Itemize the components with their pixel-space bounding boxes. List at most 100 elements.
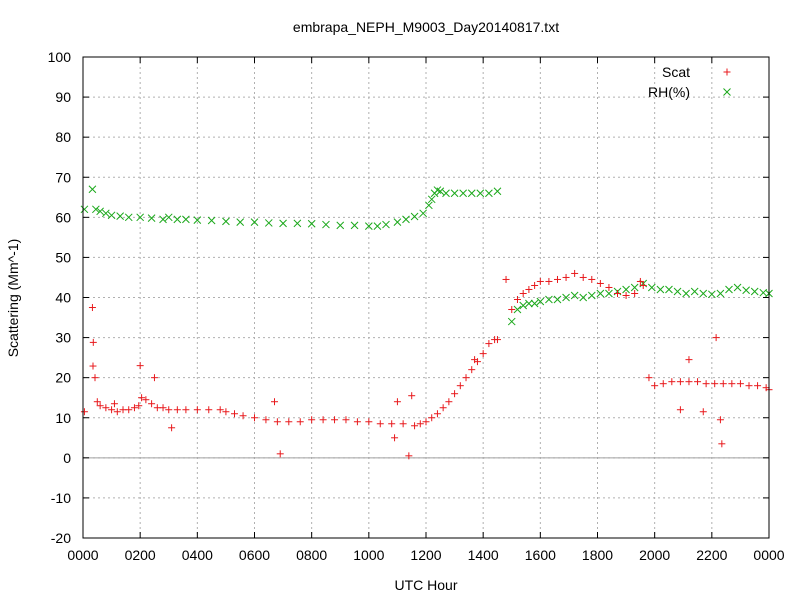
scat-point bbox=[531, 281, 539, 289]
scat-point bbox=[471, 356, 479, 364]
x-tick-label: 0000 bbox=[67, 547, 98, 563]
scat-point bbox=[135, 402, 143, 410]
scat-point bbox=[508, 306, 516, 314]
scat-point bbox=[428, 414, 436, 422]
rh-point bbox=[222, 217, 230, 226]
rh-point bbox=[96, 207, 105, 216]
x-tick-label: 0400 bbox=[182, 547, 213, 563]
rh-point bbox=[250, 218, 259, 226]
scat-point bbox=[239, 412, 247, 420]
rh-point bbox=[80, 205, 89, 214]
rh-point bbox=[656, 285, 665, 294]
rh-point bbox=[467, 189, 476, 198]
scat-point bbox=[668, 378, 676, 386]
rh-point bbox=[536, 297, 545, 306]
scat-point bbox=[651, 382, 659, 390]
x-tick-label: 2200 bbox=[696, 547, 727, 563]
scat-point bbox=[685, 356, 693, 364]
scat-point bbox=[579, 273, 587, 281]
rh-point bbox=[164, 213, 173, 222]
scat-point bbox=[596, 279, 604, 287]
scat-point bbox=[445, 398, 453, 406]
scat-point bbox=[405, 452, 413, 460]
scat-point bbox=[754, 382, 762, 390]
scat-point bbox=[468, 366, 476, 374]
scat-point bbox=[433, 410, 441, 418]
y-tick-label: 0 bbox=[63, 450, 71, 466]
rh-point bbox=[750, 287, 759, 296]
rh-point bbox=[665, 285, 673, 294]
y-axis-label: Scattering (Mm^-1) bbox=[5, 239, 21, 358]
rh-point bbox=[336, 221, 345, 230]
rh-point bbox=[553, 295, 562, 304]
scat-point bbox=[150, 374, 158, 382]
rh-point bbox=[682, 289, 690, 298]
rh-point bbox=[382, 220, 390, 229]
rh-point bbox=[293, 219, 302, 228]
rh-point bbox=[587, 291, 596, 300]
scat-point bbox=[485, 340, 493, 348]
scat-point bbox=[719, 380, 727, 388]
scat-point bbox=[645, 374, 653, 382]
scat-point bbox=[376, 420, 384, 428]
y-tick-label: 30 bbox=[55, 330, 71, 346]
rh-point bbox=[425, 201, 433, 210]
rh-point bbox=[124, 213, 133, 222]
rh-point bbox=[562, 293, 570, 302]
y-tick-label: -20 bbox=[51, 530, 71, 546]
scat-point bbox=[173, 406, 181, 414]
scat-point bbox=[285, 418, 293, 426]
scat-point bbox=[159, 404, 167, 412]
rh-point bbox=[605, 289, 613, 298]
scat-point bbox=[276, 450, 284, 458]
scat-point bbox=[89, 338, 97, 346]
scat-point bbox=[711, 380, 719, 388]
x-tick-label: 0800 bbox=[296, 547, 327, 563]
scat-point bbox=[319, 416, 327, 424]
scat-point bbox=[571, 269, 579, 277]
rh-point bbox=[427, 195, 436, 204]
scat-point bbox=[391, 434, 399, 442]
rh-point bbox=[136, 213, 145, 222]
scat-point bbox=[622, 291, 630, 299]
scat-point bbox=[393, 398, 401, 406]
scat-point bbox=[102, 404, 110, 412]
rh-point bbox=[459, 189, 468, 198]
rh-point bbox=[350, 221, 359, 230]
scat-point bbox=[182, 406, 190, 414]
scat-point bbox=[553, 275, 561, 283]
scat-point bbox=[93, 398, 101, 406]
scat-point bbox=[479, 350, 487, 358]
y-tick-label: 50 bbox=[55, 249, 71, 265]
rh-point bbox=[364, 222, 373, 231]
scat-point bbox=[422, 418, 430, 426]
rh-point bbox=[513, 305, 522, 314]
scat-point bbox=[251, 414, 258, 422]
rh-point bbox=[485, 189, 493, 198]
rh-point bbox=[545, 295, 553, 304]
rh-point bbox=[307, 219, 316, 228]
x-tick-label: 0000 bbox=[753, 547, 784, 563]
scat-point bbox=[605, 283, 613, 291]
x-tick-label: 2000 bbox=[639, 547, 670, 563]
scat-point bbox=[513, 296, 521, 304]
scat-point bbox=[685, 378, 693, 386]
rh-point bbox=[436, 187, 445, 196]
rh-point bbox=[579, 293, 588, 302]
scat-point bbox=[408, 392, 416, 400]
grid bbox=[83, 57, 769, 538]
rh-point bbox=[519, 301, 528, 310]
y-tick-label: 90 bbox=[55, 89, 71, 105]
scat-point bbox=[96, 402, 104, 410]
scat-point bbox=[296, 418, 304, 426]
y-tick-label: 20 bbox=[55, 370, 71, 386]
scat-point bbox=[365, 418, 373, 426]
rh-point bbox=[647, 283, 656, 292]
x-tick-label: 1600 bbox=[525, 547, 556, 563]
rh-point bbox=[699, 289, 708, 298]
scat-point bbox=[536, 277, 544, 285]
rh-point bbox=[493, 187, 502, 196]
scat-point bbox=[636, 277, 644, 285]
scat-point bbox=[331, 416, 339, 424]
